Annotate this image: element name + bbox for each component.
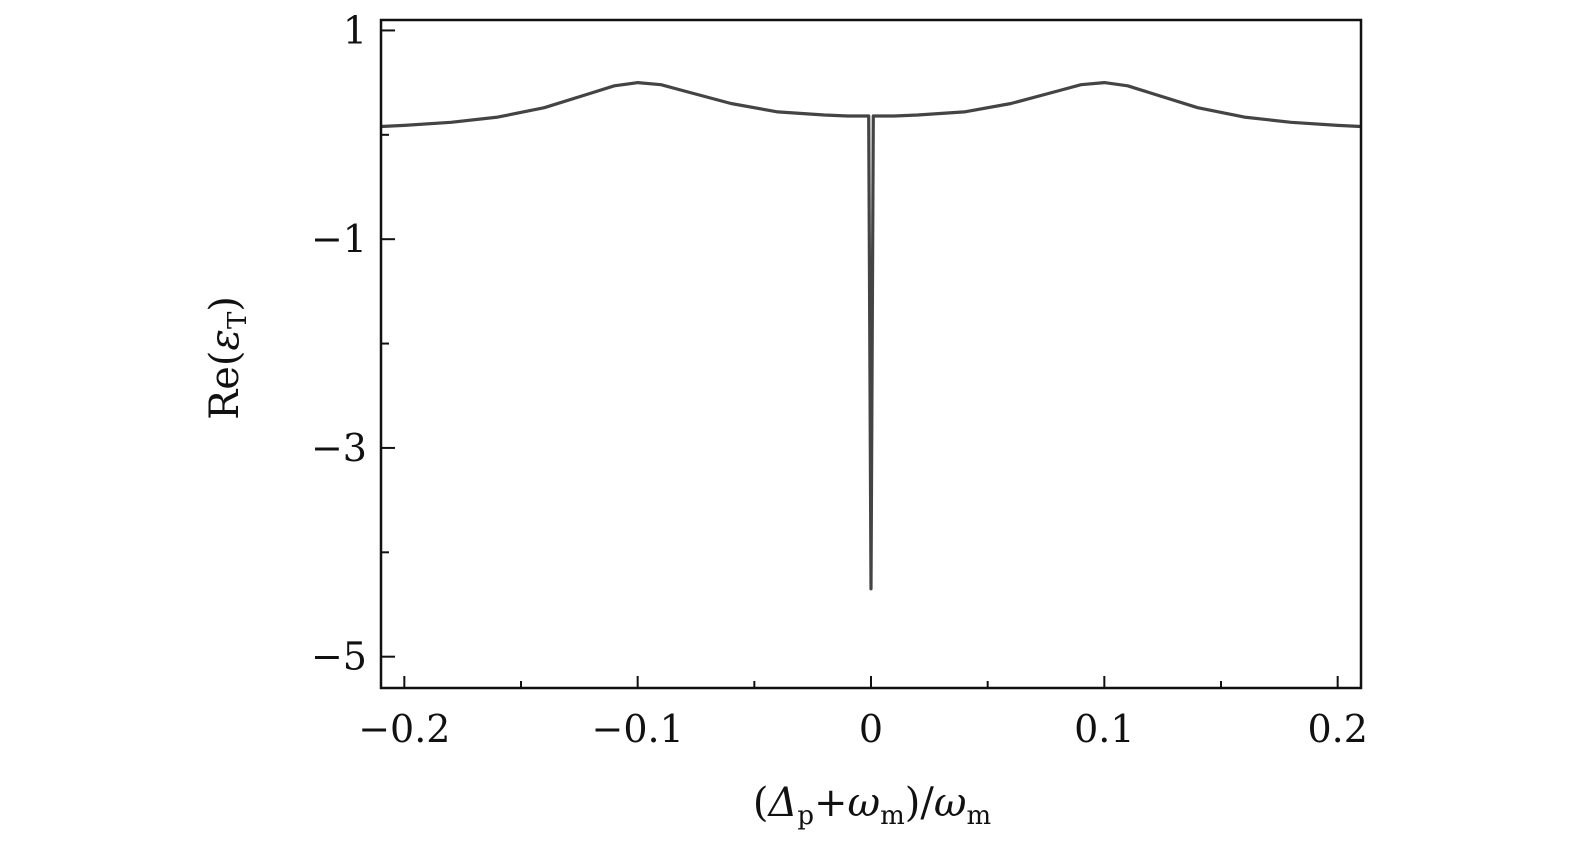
y-tick-label: 1: [343, 8, 367, 52]
x-tick-label: 0.2: [1307, 707, 1367, 751]
x-tick-label: −0.1: [592, 707, 684, 751]
axis-ticks: [381, 29, 1339, 688]
y-tick-label: −1: [311, 217, 367, 261]
y-tick-label: −3: [311, 426, 367, 470]
y-tick-label: −5: [311, 635, 367, 679]
plot-area: [379, 18, 1363, 690]
x-tick-label: −0.2: [358, 707, 450, 751]
tick-labels: −0.2 −0.1 0 0.1 0.2 1 −1 −3 −5: [311, 8, 1368, 751]
x-tick-label: 0: [859, 707, 883, 751]
series-line-0: [380, 80, 1362, 591]
x-tick-label: 0.1: [1074, 707, 1134, 751]
y-axis-label: Re(εT): [202, 296, 253, 420]
x-axis-label: (Δp+ωm)/ωm: [753, 780, 991, 831]
